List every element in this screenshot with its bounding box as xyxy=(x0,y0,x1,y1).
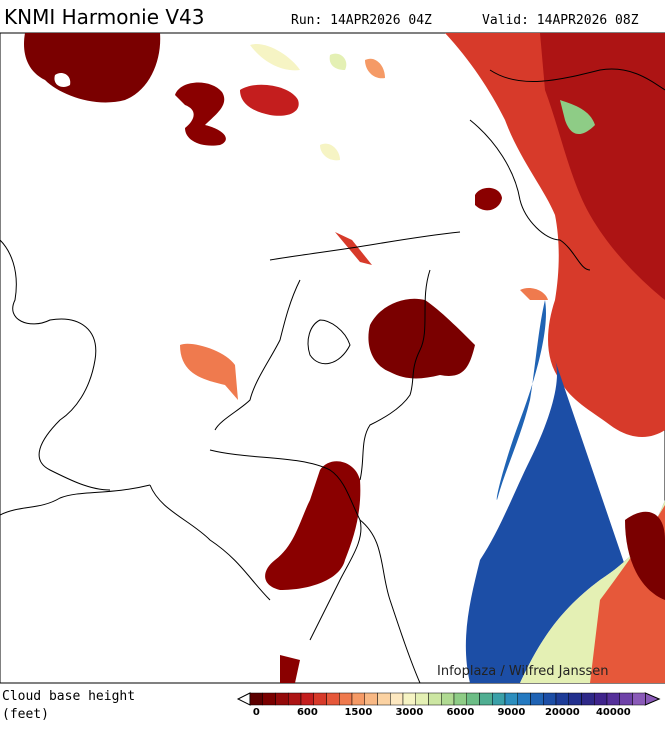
colorbar-swatch xyxy=(402,692,416,706)
colorbar-swatch xyxy=(262,692,276,706)
title: KNMI Harmonie V43 xyxy=(4,5,205,29)
legend-title: Cloud base height xyxy=(2,689,135,704)
colorbar-swatch xyxy=(594,692,608,706)
colorbar-tick-label: 1500 xyxy=(344,707,372,718)
run-time: Run: 14APR2026 04Z xyxy=(291,13,432,28)
colorbar-swatch xyxy=(517,692,531,706)
colorbar-tick-label: 9000 xyxy=(497,707,525,718)
colorbar-swatch xyxy=(428,692,442,706)
colorbar-tick-label: 40000 xyxy=(596,707,631,718)
colorbar: 0 600 1500 3000 6000 9000 20000 40000 xyxy=(236,692,661,718)
borders xyxy=(0,68,665,684)
colorbar-swatch xyxy=(390,692,404,706)
colorbar-arrow-left xyxy=(236,692,251,706)
colorbar-swatch xyxy=(453,692,467,706)
map: Infoplaza / Wilfred Janssen xyxy=(0,32,665,684)
colorbar-swatch xyxy=(364,692,378,706)
colorbar-swatch xyxy=(619,692,633,706)
colorbar-swatch xyxy=(530,692,544,706)
colorbar-tick-label: 20000 xyxy=(545,707,580,718)
colorbar-swatch xyxy=(543,692,557,706)
colorbar-swatch xyxy=(581,692,595,706)
colorbar-swatch xyxy=(288,692,302,706)
colorbar-tick-label: 600 xyxy=(297,707,318,718)
colorbar-swatch xyxy=(326,692,340,706)
colorbar-swatch xyxy=(339,692,353,706)
cloud-fields xyxy=(24,33,665,683)
colorbar-arrow-right xyxy=(644,692,661,706)
credit: Infoplaza / Wilfred Janssen xyxy=(437,664,609,679)
colorbar-swatch xyxy=(504,692,518,706)
colorbar-tick-label: 3000 xyxy=(395,707,423,718)
colorbar-swatch xyxy=(568,692,582,706)
colorbar-swatch xyxy=(555,692,569,706)
colorbar-swatch xyxy=(415,692,429,706)
colorbar-swatch xyxy=(275,692,289,706)
colorbar-swatch xyxy=(351,692,365,706)
colorbar-swatch xyxy=(249,692,263,706)
legend-unit: (feet) xyxy=(2,707,49,722)
colorbar-swatch xyxy=(377,692,391,706)
colorbar-swatch xyxy=(300,692,314,706)
colorbar-swatch xyxy=(441,692,455,706)
colorbar-swatch xyxy=(492,692,506,706)
colorbar-swatch xyxy=(479,692,493,706)
colorbar-swatch xyxy=(632,692,646,706)
colorbar-tick-label: 0 xyxy=(253,707,260,718)
colorbar-tick-label: 6000 xyxy=(446,707,474,718)
colorbar-swatch xyxy=(466,692,480,706)
valid-time: Valid: 14APR2026 08Z xyxy=(482,13,639,28)
colorbar-swatch xyxy=(313,692,327,706)
colorbar-swatch xyxy=(606,692,620,706)
